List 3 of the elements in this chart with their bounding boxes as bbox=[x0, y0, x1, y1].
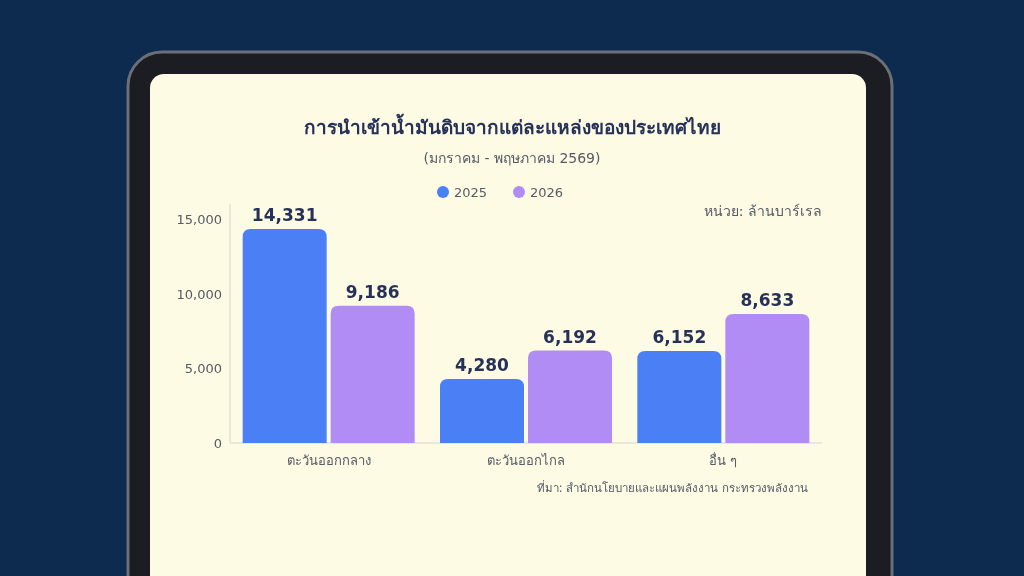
annotation: หน่วย: ล้านบาร์เรล bbox=[703, 203, 822, 219]
subtitle: (มกราคม - พฤษภาคม 2569) bbox=[423, 150, 601, 166]
annotation: ที่มา: สำนักนโยบายและแผนพลังงาน กระทรวงพลังงาน bbox=[536, 481, 808, 495]
